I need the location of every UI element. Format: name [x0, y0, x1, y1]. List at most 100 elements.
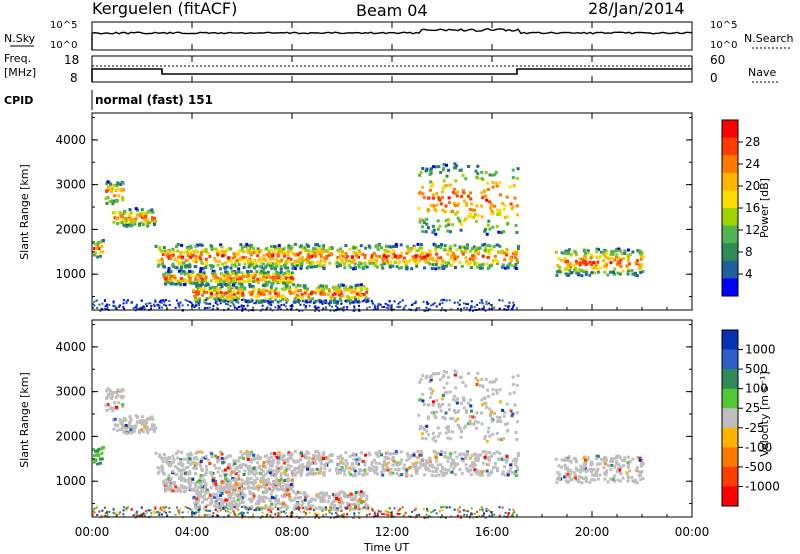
velocity-cell	[473, 512, 476, 515]
velocity-cell	[502, 414, 506, 418]
power-cell	[145, 222, 149, 226]
velocity-cell	[467, 422, 470, 426]
velocity-cell	[385, 513, 388, 516]
power-cell	[236, 275, 240, 279]
power-cell	[467, 303, 469, 306]
velocity-cell	[482, 514, 485, 517]
power-cell	[201, 282, 204, 286]
power-cell	[92, 251, 96, 255]
power-cell	[291, 305, 294, 308]
power-cell	[401, 299, 404, 302]
power-cell	[255, 302, 258, 305]
velocity-cell	[578, 469, 582, 472]
power-cell	[305, 258, 309, 262]
power-cell	[187, 247, 191, 251]
velocity-cell	[580, 476, 584, 479]
power-cell	[303, 258, 307, 262]
power-cell	[321, 302, 324, 305]
velocity-cell	[422, 428, 426, 432]
power-cell	[106, 306, 109, 309]
power-cell	[145, 305, 148, 307]
velocity-cell	[500, 472, 504, 476]
power-cell	[199, 286, 203, 289]
power-cell	[382, 306, 385, 308]
power-cell	[448, 246, 452, 250]
velocity-cell	[397, 509, 400, 512]
velocity-cell	[256, 461, 260, 465]
power-cell	[379, 303, 382, 306]
velocity-cell	[365, 494, 369, 498]
power-cell	[181, 304, 184, 307]
velocity-cell	[142, 512, 145, 515]
velocity-cell	[353, 516, 356, 519]
velocity-cell	[215, 494, 219, 498]
power-cell	[556, 264, 560, 267]
power-cell	[233, 304, 236, 307]
power-cell	[430, 256, 434, 260]
velocity-cell	[194, 510, 197, 513]
power-cell	[349, 266, 353, 269]
power-cell	[618, 249, 622, 253]
power-cell	[92, 303, 95, 306]
power-cell	[238, 294, 242, 298]
velocity-cell	[106, 395, 110, 399]
velocity-cell	[613, 465, 617, 469]
power-cell	[638, 252, 642, 255]
power-cell	[328, 261, 332, 265]
velocity-cell	[452, 459, 455, 463]
power-cell	[206, 251, 210, 255]
velocity-cell	[226, 479, 230, 483]
velocity-cell	[422, 403, 426, 406]
power-cell	[262, 275, 266, 279]
velocity-cell	[303, 510, 306, 513]
power-cell	[376, 305, 379, 308]
power-cell	[415, 261, 419, 265]
power-cell	[317, 306, 320, 309]
velocity-cell	[243, 487, 247, 491]
power-cell	[380, 263, 384, 267]
nsky-tick-top: 10^5	[50, 20, 77, 31]
power-cell	[626, 267, 630, 271]
power-cell	[455, 194, 459, 198]
power-cell	[481, 262, 485, 266]
power-cell	[287, 244, 291, 248]
velocity-cell	[447, 403, 451, 407]
power-cell	[264, 258, 268, 262]
power-cell	[474, 248, 478, 252]
velocity-cell	[574, 457, 578, 461]
velocity-cell	[150, 415, 154, 419]
power-cell	[490, 247, 494, 251]
velocity-cell	[157, 466, 161, 470]
power-cell	[272, 272, 275, 276]
power-cell	[418, 173, 422, 177]
velocity-cell	[110, 406, 114, 410]
velocity-cell	[289, 514, 292, 517]
velocity-cell	[253, 509, 256, 512]
velocity-cell	[364, 453, 368, 457]
velocity-cell	[212, 482, 215, 486]
velocity-cell	[105, 408, 109, 412]
velocity-cell	[116, 429, 120, 433]
velocity-cell	[256, 484, 260, 488]
power-cell	[139, 212, 143, 216]
velocity-cell	[140, 422, 144, 426]
power-cell	[286, 266, 290, 270]
power-cell	[388, 265, 392, 269]
power-cell	[242, 266, 246, 269]
power-cell	[291, 266, 295, 270]
velocity-cell	[322, 495, 326, 499]
power-cell	[354, 253, 358, 257]
power-cell	[511, 176, 515, 179]
power-cell	[171, 282, 175, 286]
velocity-cell	[289, 512, 292, 515]
power-cell	[193, 306, 196, 309]
power-cell	[151, 210, 155, 214]
velocity-cell	[299, 473, 303, 477]
power-cell	[641, 255, 645, 259]
velocity-cell	[488, 509, 491, 512]
power-cell	[238, 256, 242, 260]
power-cell	[299, 244, 303, 248]
velocity-cell	[238, 463, 242, 467]
velocity-cell	[492, 452, 496, 455]
velocity-cell	[456, 462, 460, 466]
